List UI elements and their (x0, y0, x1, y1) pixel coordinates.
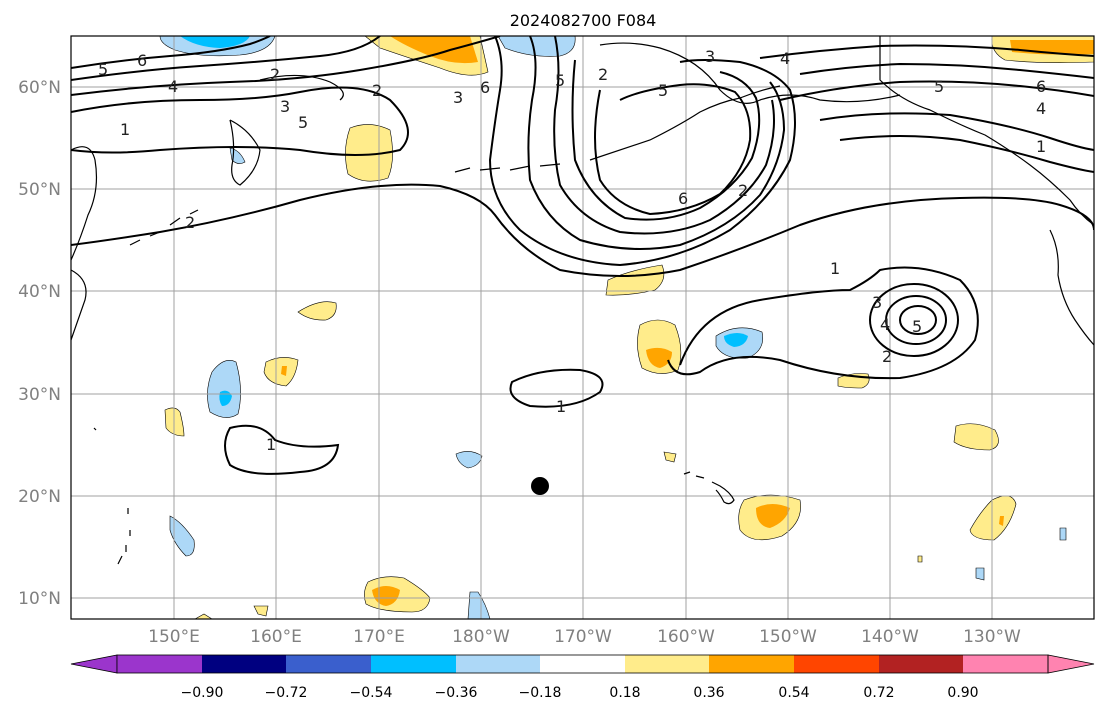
colorbar-segment (540, 655, 625, 673)
lat-label: 40°N (18, 282, 61, 302)
contour-label-5: 5 (912, 317, 922, 336)
colorbar-tick-label: 0.36 (693, 685, 724, 701)
colorbar-segment (794, 655, 879, 673)
colorbar-tick-label: 0.18 (609, 685, 640, 701)
contour-label-4: 4 (1036, 99, 1046, 118)
lon-label: 170°E (353, 627, 405, 647)
lon-label: 160°W (657, 627, 715, 647)
contour-label-6: 6 (1036, 77, 1046, 96)
lon-label: 170°W (554, 627, 612, 647)
lat-label: 30°N (18, 385, 61, 405)
contour-label-2: 2 (598, 65, 608, 84)
contour-label-1: 1 (120, 120, 130, 139)
contour-label-3: 3 (705, 47, 715, 66)
contour-label-1: 1 (1036, 137, 1046, 156)
contour-label-3: 3 (872, 293, 882, 312)
colorbar-tick-label: 0.90 (947, 685, 978, 701)
lat-label: 10°N (18, 589, 61, 609)
contour-label-6: 6 (480, 78, 490, 97)
colorbar-segment (879, 655, 963, 673)
contour-label-1: 1 (556, 397, 566, 416)
colorbar-extend-high (1047, 654, 1095, 674)
storm-position-marker (531, 477, 549, 495)
lon-label: 130°W (963, 627, 1021, 647)
colorbar-tick-label: −0.18 (519, 685, 562, 701)
contour-label-5: 5 (658, 81, 668, 100)
colorbar-tick-label: 0.54 (778, 685, 809, 701)
colorbar-tick-label: 0.72 (863, 685, 894, 701)
map-frame (70, 35, 1095, 620)
contour-label-1: 1 (266, 435, 276, 454)
shaded-anomalies (159, 36, 1094, 619)
lon-label: 150°W (759, 627, 817, 647)
contour-label-2: 2 (882, 347, 892, 366)
contour-labels: 5 6 4 1 3 5 2 2 3 6 5 2 5 3 4 6 2 2 6 4 … (98, 47, 1046, 454)
colorbar-tick-label: −0.72 (265, 685, 308, 701)
contour-label-4: 4 (168, 77, 178, 96)
colorbar-segment (117, 655, 202, 673)
latitude-labels: 60°N 50°N 40°N 30°N 20°N 10°N (18, 78, 61, 609)
contour-label-5: 5 (98, 60, 108, 79)
contour-label-5: 5 (298, 113, 308, 132)
contour-label-2: 2 (185, 213, 195, 232)
lon-label: 140°W (861, 627, 919, 647)
colorbar-frame (116, 654, 1049, 674)
colorbar-tick-label: −0.90 (181, 685, 224, 701)
colorbar-segment (286, 655, 371, 673)
lon-label: 160°E (250, 627, 302, 647)
colorbar-ticks: −0.90 −0.72 −0.54 −0.36 −0.18 0.18 0.36 … (181, 685, 979, 701)
contour-label-4: 4 (880, 315, 890, 334)
contour-label-2: 2 (372, 81, 382, 100)
colorbar: −0.90 −0.72 −0.54 −0.36 −0.18 0.18 0.36 … (70, 654, 1095, 701)
colorbar-segment (456, 655, 540, 673)
lat-label: 60°N (18, 78, 61, 98)
gridlines (71, 36, 1094, 619)
colorbar-segment (625, 655, 709, 673)
contour-label-2: 2 (738, 181, 748, 200)
contour-label-1: 1 (830, 259, 840, 278)
colorbar-segment (371, 655, 456, 673)
contour-label-5: 5 (555, 71, 565, 90)
contour-label-4: 4 (780, 49, 790, 68)
lat-label: 20°N (18, 487, 61, 507)
contour-label-5: 5 (934, 77, 944, 96)
contour-label-6: 6 (678, 189, 688, 208)
lat-label: 50°N (18, 180, 61, 200)
contour-label-3: 3 (280, 97, 290, 116)
contour-label-3: 3 (453, 88, 463, 107)
colorbar-segment (202, 655, 286, 673)
pressure-contours (71, 36, 1094, 475)
coastlines (71, 36, 1094, 565)
contour-label-6: 6 (137, 51, 147, 70)
map-title: 2024082700 F084 (510, 11, 657, 30)
lon-label: 180°W (452, 627, 510, 647)
longitude-labels: 150°E 160°E 170°E 180°W 170°W 160°W 150°… (148, 627, 1021, 647)
colorbar-tick-label: −0.36 (435, 685, 478, 701)
colorbar-tick-label: −0.54 (350, 685, 393, 701)
colorbar-segment (709, 655, 794, 673)
colorbar-segment (963, 655, 1048, 673)
colorbar-extend-low (70, 654, 118, 674)
contour-label-2: 2 (270, 65, 280, 84)
lon-label: 150°E (148, 627, 200, 647)
